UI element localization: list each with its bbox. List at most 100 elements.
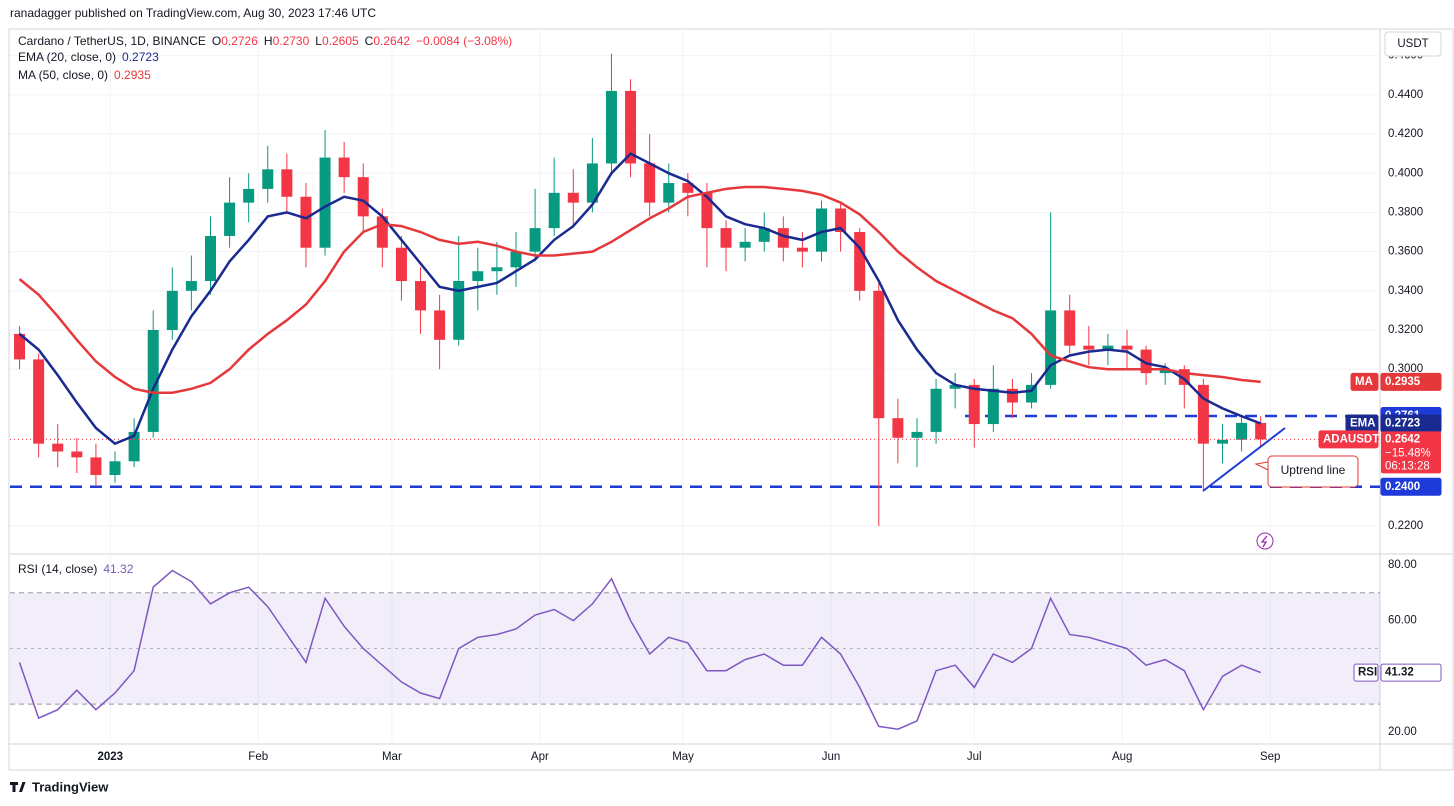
candle-body [491,267,503,272]
legend-part: RSI (14, close) [18,562,97,576]
candle-body [71,451,83,458]
candle-body [224,202,236,236]
brand: TradingView [32,779,109,794]
legend-part: H [264,34,273,48]
candle-body [357,177,369,217]
candle-body [1102,345,1114,350]
x-tick-label: Aug [1112,751,1132,763]
candle-body [185,281,197,291]
legend-part: −0.0084 (−3.08%) [416,34,512,48]
axis-tag [1380,477,1442,496]
axis-tag-text: 0.2400 [1385,481,1420,493]
candle-body [777,228,789,248]
candle-body [128,431,140,462]
candle-body [605,90,617,164]
axis-tag [1380,663,1442,682]
y-tick-label: 0.3600 [1388,246,1423,258]
candle-body [90,457,102,476]
legend-part: EMA (20, close, 0) [18,50,116,64]
plot [10,53,1380,730]
legend-part: 0.2723 [122,50,159,64]
rsi-legend: RSI (14, close) 41.32 [18,562,134,576]
candle-body [739,241,751,248]
candle-body [1216,439,1228,444]
y-tick-label: 0.4000 [1388,167,1423,179]
event-icon[interactable] [1256,532,1274,550]
currency-button[interactable] [1384,31,1442,57]
candle-body [873,290,885,419]
indicator-line [18,152,1262,446]
logo-mark [10,782,26,792]
candle-body [395,247,407,282]
candle-body [1255,422,1267,440]
legend-part: 41.32 [103,562,133,576]
candle-body [1140,349,1152,374]
candle-body [147,330,159,432]
price-tag-value: 0.2642 [1385,433,1420,445]
grid: 2023 Feb Mar Apr May Jun Jul Aug Sep 0.2200 0.3000… [10,30,1423,763]
rsi-line [18,569,1261,730]
x-tick-label: Feb [248,751,268,763]
candle-body [300,196,312,248]
price-tag [1381,431,1441,474]
publisher: ranadagger published on TradingView.com,… [10,6,376,20]
y-tick-label: 0.3400 [1388,285,1423,297]
legend-part: 0.2605 [322,34,359,48]
candle-body [548,192,560,229]
axis-tag [1318,430,1379,449]
candle-body [166,290,178,331]
ema-legend: EMA (20, close, 0) 0.2723 [18,50,159,64]
candle-body [1064,310,1076,346]
candle-body [835,208,847,233]
y-tick-label: 0.2200 [1388,520,1423,532]
candle-body [1083,345,1095,350]
candle-body [52,443,64,452]
legend-part: Cardano / TetherUS, 1D, BINANCE [18,34,206,48]
candle-body [644,163,656,203]
candle-body [720,228,732,248]
candle-body [1045,310,1057,385]
candle-body [319,157,331,248]
candle-body [1121,345,1133,350]
axis-tag-text: RSI [1358,667,1377,679]
candle-body [567,192,579,203]
candle-body [33,359,45,444]
candle-body [682,183,694,193]
candle-body [892,418,904,438]
axis-tag-text: EMA [1350,418,1376,430]
indicator-line [18,185,1261,394]
candle-body [987,388,999,425]
currency: USDT [1397,38,1428,50]
frame [8,28,1454,771]
candle-body [1236,422,1248,440]
x-tick-label: Jun [822,751,841,763]
candle-body [930,388,942,432]
legend-part: L [315,34,322,48]
axis-tag [1350,372,1379,391]
legend-part: MA (50, close, 0) [18,68,108,82]
rsi-tick-label: 60.00 [1388,615,1417,627]
x-tick-label: May [672,751,694,763]
candle-body [1006,388,1018,403]
callout-arrow [1254,461,1269,471]
legend-part: O [212,34,221,48]
rsi-tick-label: 80.00 [1388,559,1417,571]
candle-body [1026,384,1038,403]
candle-body [14,333,26,360]
legend-part: 0.2642 [373,34,410,48]
candle-body [472,271,484,282]
candle-body [453,281,465,340]
axis-tags: 0.27610.2400EMA0.2723MA0.2935ADAUSDT0.26… [1318,372,1442,682]
candle-body [701,192,713,229]
axis-tag-text: ADAUSDT [1323,433,1379,445]
x-tick-label: Mar [382,751,402,763]
candle-body [663,183,675,203]
y-tick-label: 0.4200 [1388,128,1423,140]
axis-tag-text: 41.32 [1385,667,1414,679]
candle-body [758,228,770,242]
candle-body [1159,369,1171,374]
candle-body [415,281,427,311]
symbol-legend: Cardano / TetherUS, 1D, BINANCE O0.2726 H0… [18,34,512,48]
candle-body [204,235,216,282]
